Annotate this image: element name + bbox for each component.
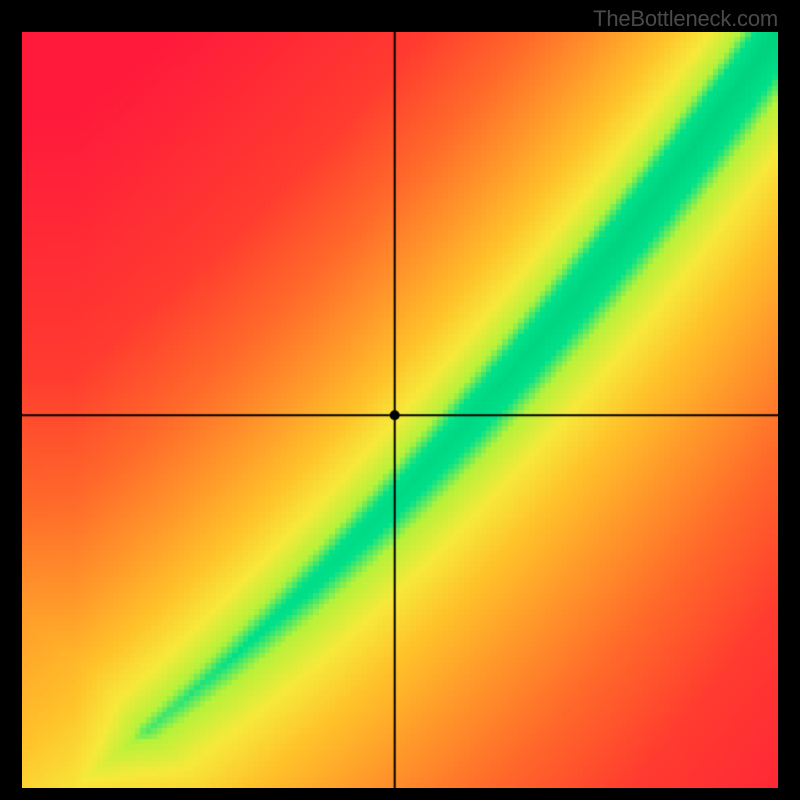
chart-container: { "watermark": { "text": "TheBottleneck.… bbox=[0, 0, 800, 800]
watermark-text: TheBottleneck.com bbox=[593, 6, 778, 32]
bottleneck-heatmap bbox=[22, 32, 778, 788]
